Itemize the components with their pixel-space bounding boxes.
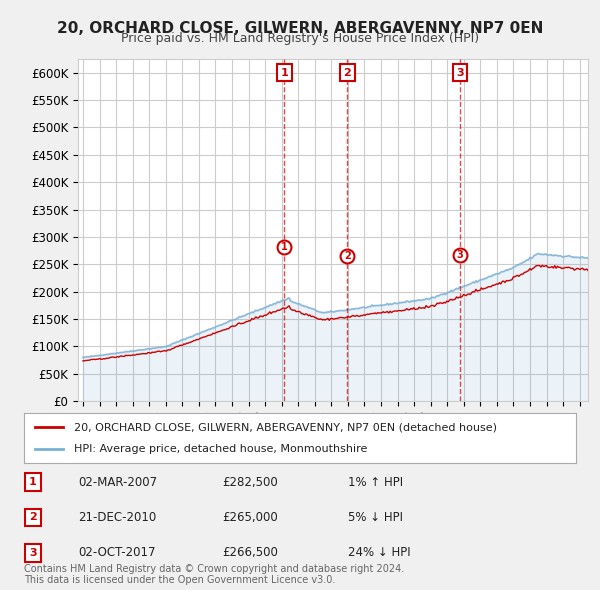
Text: 02-OCT-2017: 02-OCT-2017 [78, 546, 155, 559]
Text: HPI: Average price, detached house, Monmouthshire: HPI: Average price, detached house, Monm… [74, 444, 367, 454]
Text: 1: 1 [29, 477, 37, 487]
Text: £266,500: £266,500 [222, 546, 278, 559]
Text: 20, ORCHARD CLOSE, GILWERN, ABERGAVENNY, NP7 0EN: 20, ORCHARD CLOSE, GILWERN, ABERGAVENNY,… [57, 21, 543, 35]
Text: Contains HM Land Registry data © Crown copyright and database right 2024.
This d: Contains HM Land Registry data © Crown c… [24, 563, 404, 585]
Text: 5% ↓ HPI: 5% ↓ HPI [348, 511, 403, 524]
Text: 2: 2 [344, 68, 351, 78]
Text: £265,000: £265,000 [222, 511, 278, 524]
Text: Price paid vs. HM Land Registry's House Price Index (HPI): Price paid vs. HM Land Registry's House … [121, 32, 479, 45]
Text: 1: 1 [281, 241, 288, 251]
Text: 2: 2 [29, 513, 37, 522]
Text: 24% ↓ HPI: 24% ↓ HPI [348, 546, 410, 559]
Text: 1% ↑ HPI: 1% ↑ HPI [348, 476, 403, 489]
Text: 3: 3 [29, 548, 37, 558]
Text: £282,500: £282,500 [222, 476, 278, 489]
Text: 20, ORCHARD CLOSE, GILWERN, ABERGAVENNY, NP7 0EN (detached house): 20, ORCHARD CLOSE, GILWERN, ABERGAVENNY,… [74, 422, 497, 432]
Text: 2: 2 [344, 251, 351, 261]
Text: 3: 3 [456, 250, 463, 260]
Text: 3: 3 [456, 68, 463, 78]
Text: 02-MAR-2007: 02-MAR-2007 [78, 476, 157, 489]
Text: 21-DEC-2010: 21-DEC-2010 [78, 511, 156, 524]
Text: 1: 1 [281, 68, 289, 78]
